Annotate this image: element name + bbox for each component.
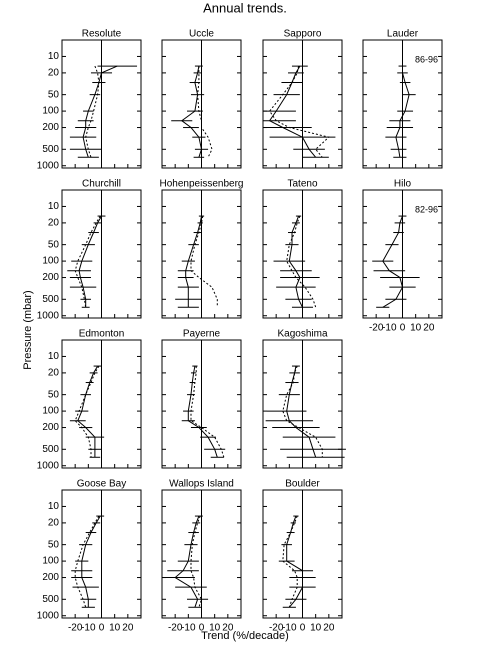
panel-title: Lauder	[387, 29, 419, 40]
y-tick-label: 10	[48, 501, 60, 512]
x-tick-label: 10	[410, 323, 422, 334]
y-tick-label: 20	[48, 368, 60, 379]
trend-line	[180, 66, 203, 158]
trend-line	[74, 215, 101, 308]
trend-line	[382, 215, 404, 308]
annotation: 82-96	[415, 204, 438, 214]
panel-title: Sapporo	[284, 29, 322, 40]
panel-title: Tateno	[287, 179, 317, 190]
trend-line	[282, 365, 323, 458]
trend-line	[190, 216, 218, 308]
trend-line	[395, 66, 410, 158]
panel-title: Uccle	[189, 29, 214, 40]
trend-line	[197, 66, 213, 158]
y-tick-label: 20	[48, 518, 60, 529]
x-tick-label: -20	[269, 623, 284, 634]
trend-line	[185, 216, 202, 308]
chart-title: Annual trends.	[203, 0, 287, 15]
y-tick-label: 20	[48, 218, 60, 229]
y-tick-label: 100	[42, 106, 59, 117]
x-tick-label: 10	[109, 623, 121, 634]
x-tick-label: -10	[181, 623, 196, 634]
x-tick-label: 20	[122, 623, 134, 634]
x-tick-label: -10	[81, 623, 96, 634]
x-tick-label: 0	[300, 623, 306, 634]
y-tick-label: 20	[48, 68, 60, 79]
panel-title: Hohenpeissenberg	[160, 179, 244, 190]
x-tick-label: 20	[222, 623, 234, 634]
y-tick-label: 200	[42, 272, 59, 283]
trend-line	[81, 515, 101, 608]
panel-title: Payerne	[183, 329, 221, 340]
trend-line	[74, 365, 100, 458]
y-tick-label: 50	[48, 89, 60, 100]
y-tick-label: 500	[42, 294, 59, 305]
y-tick-label: 200	[42, 572, 59, 583]
panel-title: Edmonton	[79, 329, 125, 340]
trend-line	[286, 515, 303, 608]
x-tick-label: -10	[282, 623, 297, 634]
x-axis-label: Trend (%/decade)	[201, 630, 289, 642]
y-tick-label: 1000	[37, 460, 60, 471]
y-tick-label: 1000	[37, 610, 60, 621]
x-tick-label: -10	[382, 323, 397, 334]
y-tick-label: 500	[42, 594, 59, 605]
x-tick-label: -20	[168, 623, 183, 634]
trend-line	[286, 366, 317, 458]
annotation: 86-96	[415, 54, 438, 64]
x-tick-label: 0	[99, 623, 105, 634]
panel-title: Goose Bay	[77, 479, 126, 490]
x-tick-label: 0	[199, 623, 205, 634]
trend-line	[174, 515, 200, 608]
y-tick-label: 100	[42, 406, 59, 417]
y-tick-label: 1000	[37, 310, 60, 321]
x-tick-label: 20	[423, 323, 435, 334]
x-tick-label: 0	[400, 323, 406, 334]
y-tick-label: 100	[42, 556, 59, 567]
trend-line	[190, 515, 203, 608]
y-tick-label: 10	[48, 51, 60, 62]
trend-line	[282, 515, 298, 608]
trend-line	[286, 215, 317, 308]
y-tick-label: 100	[42, 256, 59, 267]
trend-line	[74, 515, 100, 608]
trend-line	[268, 65, 317, 158]
panel-title: Hilo	[394, 179, 412, 190]
y-axis-label: Pressure (mbar)	[22, 290, 34, 369]
y-tick-label: 50	[48, 389, 60, 400]
x-tick-label: 20	[323, 623, 335, 634]
x-tick-label: 10	[209, 623, 221, 634]
trend-line	[78, 215, 102, 308]
y-tick-label: 500	[42, 144, 59, 155]
y-tick-label: 200	[42, 422, 59, 433]
trend-line	[268, 65, 330, 158]
trend-line	[190, 366, 225, 458]
trend-line	[77, 365, 99, 458]
y-tick-label: 50	[48, 239, 60, 250]
trend-line	[82, 65, 118, 158]
y-tick-label: 500	[42, 444, 59, 455]
panel-title: Kagoshima	[277, 329, 327, 340]
y-tick-label: 50	[48, 539, 60, 550]
x-tick-label: -20	[68, 623, 83, 634]
x-tick-label: -20	[369, 323, 384, 334]
y-tick-label: 10	[48, 201, 60, 212]
y-tick-label: 10	[48, 351, 60, 362]
trend-line	[85, 65, 100, 158]
y-tick-label: 1000	[37, 160, 60, 171]
panel-title: Resolute	[82, 29, 122, 40]
panel-title: Churchill	[82, 179, 121, 190]
x-tick-label: 10	[310, 623, 322, 634]
panel-title: Wallops Island	[169, 479, 234, 490]
panel-title: Boulder	[285, 479, 320, 490]
trend-line	[288, 215, 303, 308]
y-tick-label: 200	[42, 122, 59, 133]
trend-line	[187, 366, 218, 458]
